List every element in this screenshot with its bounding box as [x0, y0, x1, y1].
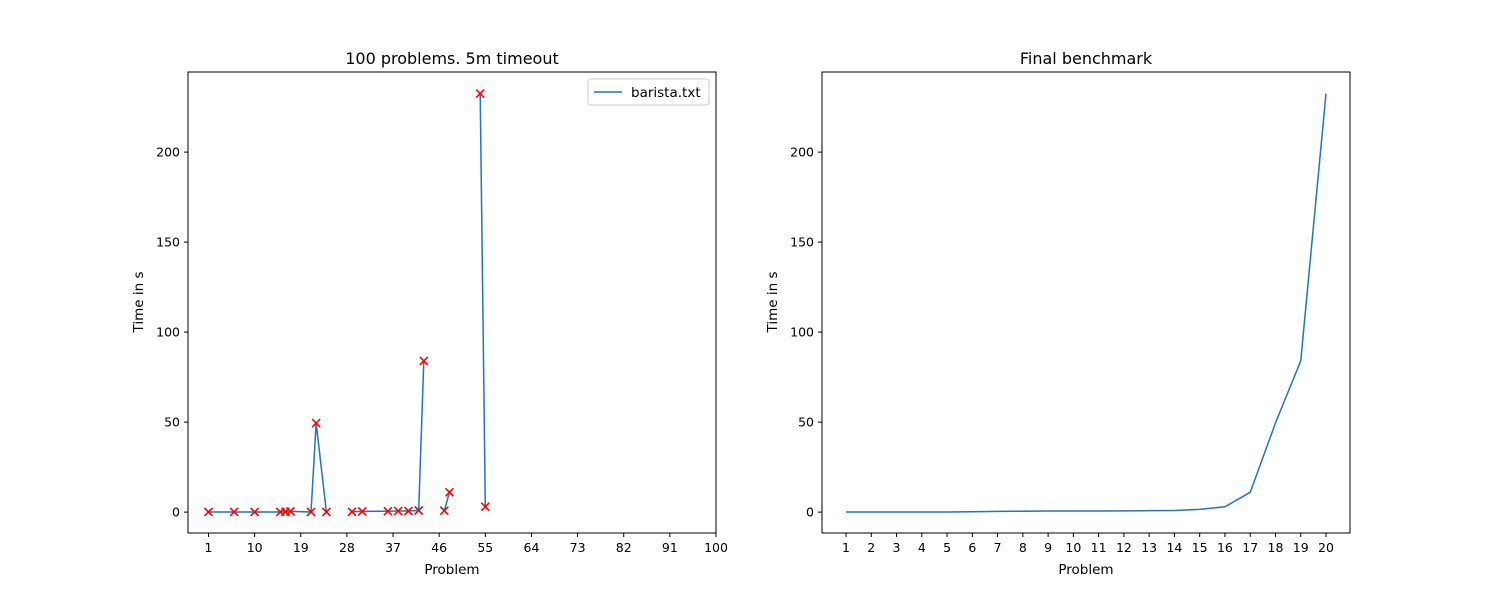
y-tick-label: 150 [790, 235, 814, 250]
x-tick-label: 14 [1166, 540, 1182, 555]
y-tick-label: 50 [164, 415, 180, 430]
x-tick-label: 19 [1293, 540, 1309, 555]
left-chart-xlabel: Problem [424, 562, 479, 578]
x-tick-label: 100 [704, 540, 728, 555]
x-tick-label: 12 [1116, 540, 1132, 555]
x-tick-label: 3 [893, 540, 901, 555]
y-tick-label: 0 [172, 505, 180, 520]
x-tick-label: 82 [616, 540, 632, 555]
x-marker [229, 507, 239, 517]
x-marker [357, 506, 367, 516]
x-tick-label: 55 [477, 540, 493, 555]
x-marker [306, 507, 316, 517]
x-tick-label: 46 [431, 540, 447, 555]
x-tick-label: 5 [943, 540, 951, 555]
x-tick-label: 9 [1044, 540, 1052, 555]
y-tick-label: 0 [806, 505, 814, 520]
series-line [846, 93, 1327, 513]
x-tick-label: 1 [205, 540, 213, 555]
right-chart-frame [821, 71, 1351, 534]
series-line [443, 492, 451, 511]
y-tick-label: 200 [156, 145, 180, 160]
x-tick-label: 73 [570, 540, 586, 555]
x-marker [383, 506, 393, 516]
y-tick-label: 100 [156, 325, 180, 340]
x-marker [347, 507, 357, 517]
x-marker [393, 506, 403, 516]
x-tick-label: 8 [1019, 540, 1027, 555]
x-marker [250, 507, 260, 517]
x-marker [311, 418, 321, 428]
series-line [208, 422, 328, 513]
x-marker [444, 487, 455, 497]
x-tick-label: 13 [1141, 540, 1157, 555]
series-line [479, 93, 487, 507]
x-tick-label: 37 [385, 540, 401, 555]
x-marker [321, 507, 331, 517]
left-chart: 100 problems. 5m timeout Problem Time in… [131, 49, 728, 578]
x-tick-label: 17 [1242, 540, 1258, 555]
right-chart-xlabel: Problem [1058, 562, 1113, 578]
x-tick-label: 28 [339, 540, 355, 555]
right-chart-title: Final benchmark [1020, 49, 1153, 68]
x-tick-label: 1 [842, 540, 850, 555]
x-tick-label: 7 [994, 540, 1002, 555]
x-marker [414, 505, 424, 516]
x-tick-label: 15 [1192, 540, 1208, 555]
x-tick-label: 18 [1268, 540, 1284, 555]
x-marker [419, 356, 429, 366]
x-tick-label: 11 [1091, 540, 1107, 555]
y-tick-label: 100 [790, 325, 814, 340]
x-tick-label: 19 [293, 540, 309, 555]
x-marker [439, 506, 449, 516]
x-tick-label: 20 [1318, 540, 1334, 555]
series-line [352, 360, 425, 513]
x-tick-label: 16 [1217, 540, 1233, 555]
y-tick-label: 200 [790, 145, 814, 160]
legend-label: barista.txt [631, 85, 701, 101]
x-marker [475, 89, 485, 99]
left-chart-ylabel: Time in s [131, 272, 147, 334]
right-chart-ylabel: Time in s [765, 272, 781, 334]
x-marker [285, 506, 296, 516]
x-marker [203, 507, 214, 517]
x-marker [403, 506, 413, 516]
x-marker [480, 502, 490, 512]
x-tick-label: 91 [662, 540, 678, 555]
x-tick-label: 64 [524, 540, 540, 555]
y-tick-label: 50 [798, 415, 814, 430]
legend: barista.txt [587, 78, 710, 106]
legend-box [587, 78, 710, 106]
left-chart-title: 100 problems. 5m timeout [345, 49, 559, 68]
left-chart-frame [187, 71, 717, 534]
x-tick-label: 2 [867, 540, 875, 555]
y-tick-label: 150 [156, 235, 180, 250]
x-tick-label: 4 [918, 540, 926, 555]
x-tick-label: 6 [968, 540, 976, 555]
x-tick-label: 10 [247, 540, 263, 555]
x-tick-label: 10 [1065, 540, 1081, 555]
